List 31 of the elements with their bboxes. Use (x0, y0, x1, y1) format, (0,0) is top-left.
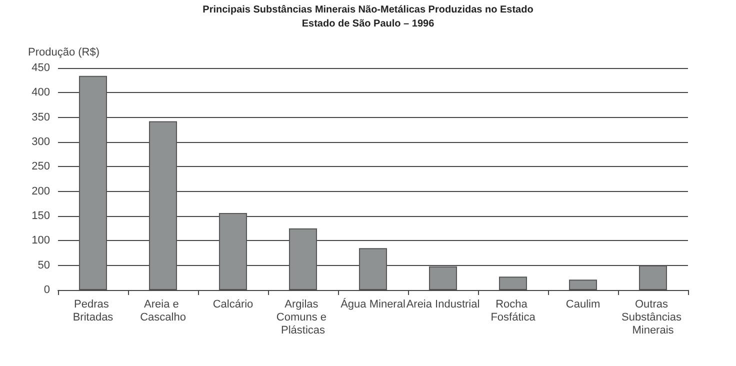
bar (569, 280, 597, 290)
bar (359, 248, 387, 290)
x-tick-label: Água Mineral (340, 298, 406, 310)
y-tick-label: 250 (32, 160, 50, 173)
chart-subtitle: Estado de São Paulo – 1996 (302, 18, 435, 30)
y-tick-label: 50 (38, 259, 50, 272)
x-tick-label: Areia Industrial (406, 298, 480, 310)
y-tick-label: 200 (32, 185, 50, 198)
bar (219, 213, 247, 290)
y-tick-label: 0 (44, 284, 50, 296)
chart-title: Principais Substâncias Minerais Não-Metálicas Produzidas no Estado (202, 4, 534, 16)
y-tick-label: 400 (32, 86, 50, 99)
bar (149, 121, 177, 290)
bar (639, 265, 667, 290)
y-tick-label: 450 (32, 62, 50, 74)
x-tick-label: Caulim (566, 298, 600, 310)
bar (429, 266, 457, 290)
bar (289, 228, 317, 290)
x-tick-label: Rocha Fosfática (490, 298, 536, 324)
y-tick-label: 100 (32, 234, 50, 247)
bar (79, 76, 107, 290)
x-tick-label: Pedras Britadas (72, 298, 114, 324)
x-tick-label: Argilas Comuns e Plásticas (276, 298, 330, 336)
x-tick-label: Outras Substâncias Minerais (622, 298, 684, 336)
x-tick-label: Calcário (212, 298, 254, 310)
bar (499, 276, 527, 290)
x-tick-label: Areia e Cascalho (140, 298, 186, 324)
y-axis-title: Produção (R$) (28, 46, 100, 58)
y-tick-label: 300 (32, 136, 50, 148)
y-tick-label: 150 (32, 210, 50, 222)
y-tick-label: 350 (32, 111, 50, 124)
